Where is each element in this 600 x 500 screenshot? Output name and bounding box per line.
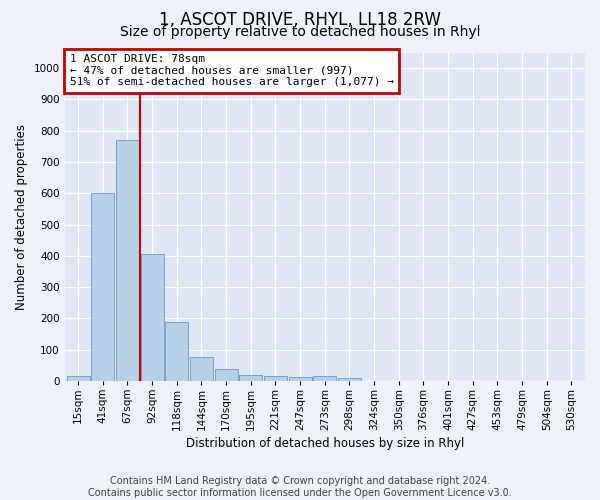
Bar: [91, 194, 114, 381]
Text: Contains HM Land Registry data © Crown copyright and database right 2024.
Contai: Contains HM Land Registry data © Crown c…: [88, 476, 512, 498]
Text: 1 ASCOT DRIVE: 78sqm
← 47% of detached houses are smaller (997)
51% of semi-deta: 1 ASCOT DRIVE: 78sqm ← 47% of detached h…: [70, 54, 394, 88]
Bar: [264, 376, 287, 381]
Bar: [166, 322, 188, 381]
Text: 1, ASCOT DRIVE, RHYL, LL18 2RW: 1, ASCOT DRIVE, RHYL, LL18 2RW: [159, 11, 441, 29]
Bar: [190, 356, 213, 381]
Bar: [239, 376, 262, 381]
Bar: [313, 376, 336, 381]
X-axis label: Distribution of detached houses by size in Rhyl: Distribution of detached houses by size …: [185, 437, 464, 450]
Text: Size of property relative to detached houses in Rhyl: Size of property relative to detached ho…: [120, 25, 480, 39]
Bar: [338, 378, 361, 381]
Bar: [289, 377, 311, 381]
Bar: [67, 376, 89, 381]
Bar: [140, 254, 164, 381]
Y-axis label: Number of detached properties: Number of detached properties: [15, 124, 28, 310]
Bar: [215, 369, 238, 381]
Bar: [116, 140, 139, 381]
